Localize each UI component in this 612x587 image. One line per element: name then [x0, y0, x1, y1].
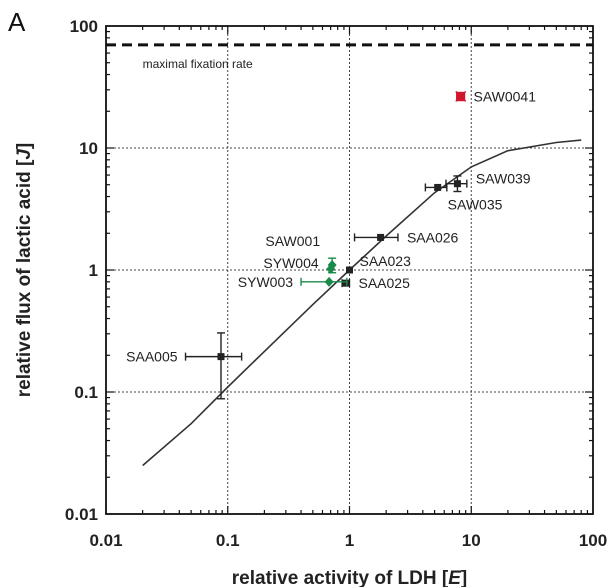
- axis-label-variable: J: [14, 149, 35, 160]
- y-tick-label: 0.1: [74, 383, 98, 402]
- axis-label-variable: E: [448, 568, 462, 587]
- data-point: SAW0041: [455, 88, 536, 104]
- data-point: SAA023: [346, 253, 411, 274]
- axis-label-text: ]: [14, 143, 35, 149]
- point-label: SAA005: [126, 349, 178, 365]
- diamond-marker: [324, 276, 334, 287]
- reference-line: maximal fixation rate: [106, 43, 593, 71]
- diamond-marker: [326, 263, 336, 274]
- data-point: SYW003: [238, 274, 348, 290]
- square-marker: [217, 353, 225, 361]
- x-tick-label: 100: [579, 531, 607, 550]
- x-marker-stroke: [455, 90, 467, 102]
- data-points: SAA005 SAA023 SAA025 SAA026 SAW035 SAW039 SAW0…: [126, 88, 536, 400]
- y-tick-label: 10: [79, 139, 98, 158]
- square-marker: [377, 233, 385, 241]
- square-marker: [342, 279, 350, 287]
- point-label: SAW001: [265, 233, 320, 249]
- point-label: SYW003: [238, 274, 293, 290]
- data-point: SYW004: [263, 255, 336, 274]
- data-point: SAW039: [445, 171, 531, 193]
- tick-labels: 0.01 0.1 1 10 100 0.01 0.1 1 10 100: [65, 17, 607, 550]
- fit-curve: [142, 139, 582, 467]
- data-point: SAA026: [353, 229, 459, 245]
- max-fixation-label: maximal fixation rate: [143, 57, 253, 71]
- y-tick-label: 1: [89, 261, 98, 280]
- x-axis-label: relative activity of LDH [E]: [232, 568, 467, 587]
- x-tick-label: 0.1: [216, 531, 240, 550]
- axis-label-text: relative activity of LDH [: [232, 568, 449, 587]
- point-label: SAW035: [448, 196, 503, 212]
- square-marker: [453, 180, 461, 188]
- point-label: SAW0041: [473, 88, 536, 104]
- data-point: SAA025: [341, 275, 411, 291]
- point-label: SAA026: [407, 229, 459, 245]
- point-label: SAA025: [359, 275, 411, 291]
- axis-label-text: relative flux of lactic acid [: [14, 159, 35, 397]
- y-tick-label: 100: [70, 17, 98, 36]
- point-label: SAA023: [360, 253, 412, 269]
- data-point: SAW035: [424, 183, 503, 212]
- y-axis-label: relative flux of lactic acid [J]: [14, 143, 35, 398]
- axis-label-text: ]: [461, 568, 467, 587]
- x-tick-label: 1: [345, 531, 354, 550]
- square-marker: [434, 183, 442, 191]
- model-curve: [142, 139, 582, 467]
- y-tick-label: 0.01: [65, 505, 98, 524]
- point-label: SYW004: [263, 255, 318, 271]
- data-point: SAA005: [126, 332, 243, 400]
- point-label: SAW039: [476, 171, 531, 187]
- panel-label: A: [8, 7, 26, 37]
- x-tick-label: 10: [462, 531, 481, 550]
- square-marker: [346, 266, 353, 274]
- x-tick-label: 0.01: [89, 531, 122, 550]
